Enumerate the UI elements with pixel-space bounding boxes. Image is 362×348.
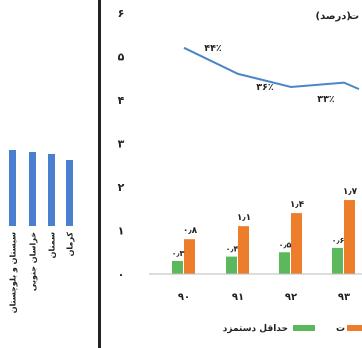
x-tick-label: ۹۰ (178, 292, 190, 303)
data-label-orange: ۱٫۱ (237, 213, 251, 223)
data-label-green: ۰٫۴ (226, 245, 239, 254)
bar-orange-4 (344, 200, 355, 274)
y-tick-label: ۰ (118, 268, 125, 281)
left-x-tick-label: کرمان (66, 232, 75, 257)
legend-label-fragment: ت (336, 324, 345, 334)
left-x-tick-label: سمنان (48, 232, 57, 258)
legend-label-green: حداقل دستمزد (223, 324, 288, 334)
left-bar-2 (29, 152, 36, 226)
bar-green-4 (332, 248, 343, 274)
data-label-green: ۰٫۵ (279, 240, 292, 249)
y-tick-label: ۴ (118, 94, 125, 107)
right-chart-panel: ۰ ۱ ۲ ۳ ۴ ۵ ۶ ت (درصد) ۰٫۳ ۰٫۸ ۰٫۴ ۱٫۱ ۰٫۵ ۱٫۴ ۰٫۶ ۱٫۷ ۴۴… (101, 0, 362, 348)
left-bar-4 (66, 160, 73, 226)
bar-orange-2 (238, 226, 249, 274)
bar-orange-1 (184, 239, 195, 274)
left-bar-chart: سیستان و بلوچستان خراسان جنوبی سمنان کرمان (0, 0, 98, 348)
data-label-orange: ۰٫۸ (183, 226, 198, 236)
bar-orange-3 (291, 213, 302, 274)
y-tick-label: ۶ (118, 7, 125, 20)
y-tick-label: ۱ (118, 225, 125, 238)
x-tick-label: ۹۲ (285, 292, 297, 303)
y-tick-label: ۵ (118, 51, 125, 64)
line-data-label: ۳۳٪ (317, 94, 335, 105)
data-label-green: ۰٫۶ (332, 236, 345, 245)
chart-title: (درصد) (316, 11, 351, 22)
x-tick-label: ۹۳ (338, 292, 350, 303)
data-label-orange: ۱٫۷ (343, 187, 358, 197)
x-tick-label: ۹۱ (232, 292, 244, 303)
y-tick-label: ۲ (118, 181, 125, 194)
legend-swatch-orange (347, 325, 362, 331)
data-label-green: ۰٫۳ (172, 249, 185, 258)
data-label-orange: ۱٫۴ (290, 200, 305, 210)
left-bar-3 (48, 154, 55, 226)
line-data-label: ۳۶٪ (256, 82, 274, 93)
line-data-label: ۴۴٪ (204, 43, 222, 54)
legend-swatch-green (293, 325, 315, 331)
left-chart-panel: سیستان و بلوچستان خراسان جنوبی سمنان کرمان (0, 0, 98, 348)
bar-green-3 (279, 252, 290, 274)
left-bar-1 (9, 150, 16, 226)
left-x-tick-label: خراسان جنوبی (29, 232, 38, 291)
right-combo-chart: ۰ ۱ ۲ ۳ ۴ ۵ ۶ ت (درصد) ۰٫۳ ۰٫۸ ۰٫۴ ۱٫۱ ۰٫۵ ۱٫۴ ۰٫۶ ۱٫۷ ۴۴… (101, 0, 362, 348)
y-tick-label: ۳ (118, 138, 125, 151)
bar-green-2 (226, 257, 237, 274)
bar-green-1 (172, 261, 183, 274)
left-x-tick-label: سیستان و بلوچستان (9, 232, 18, 313)
